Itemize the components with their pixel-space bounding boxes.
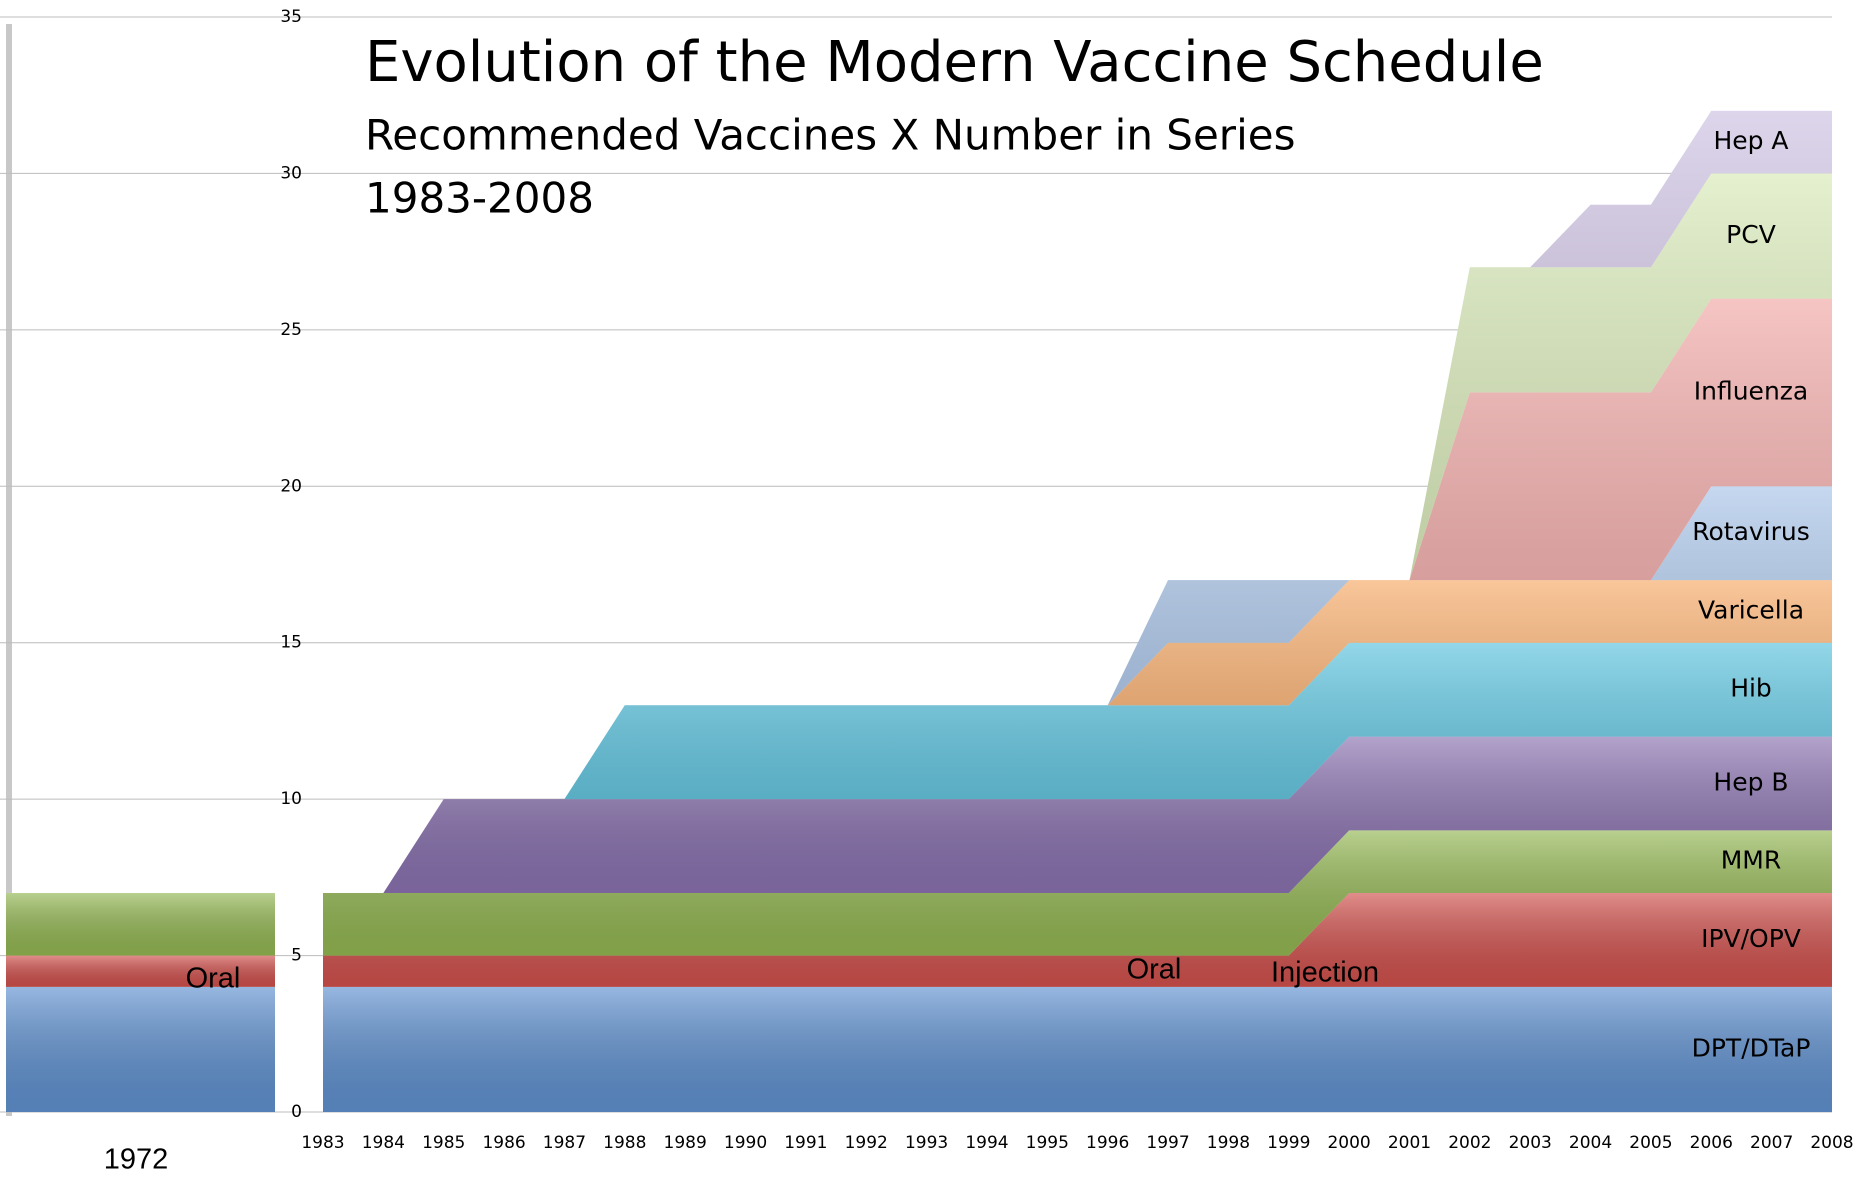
x-tick-label: 2002: [1448, 1133, 1491, 1153]
x-tick-label: 1972: [104, 1144, 169, 1176]
series-label: Varicella: [1698, 595, 1804, 624]
x-tick-label: 2000: [1327, 1133, 1370, 1153]
series-label: PCV: [1726, 220, 1776, 249]
x-tick-label: 2003: [1509, 1133, 1552, 1153]
series-label: IPV/OPV: [1701, 924, 1801, 953]
y-tick-label: 15: [280, 633, 302, 653]
y-tick-label: 10: [280, 789, 302, 809]
column-shade: [6, 986, 275, 1112]
area-shade: [323, 642, 1832, 893]
x-tick-label: 2004: [1569, 1133, 1612, 1153]
x-tick-label: 1988: [603, 1133, 646, 1153]
y-tick-label: 5: [291, 946, 302, 966]
area-shade: [323, 736, 1832, 893]
area-shade: [323, 893, 1832, 987]
x-tick-label: 1995: [1026, 1133, 1069, 1153]
series-label: DPT/DTaP: [1692, 1033, 1811, 1062]
x-tick-label: 1985: [422, 1133, 465, 1153]
inset-axis: [6, 24, 12, 1116]
column-shade: [6, 893, 275, 956]
x-tick-label: 2001: [1388, 1133, 1431, 1153]
area-shade: [323, 173, 1832, 893]
series-label: Hep A: [1713, 126, 1788, 155]
series-label: Hep B: [1713, 768, 1788, 797]
annotation: Oral: [1127, 954, 1182, 986]
x-tick-label: 1990: [724, 1133, 767, 1153]
y-tick-label: 30: [280, 163, 302, 183]
series-label: Influenza: [1694, 376, 1808, 405]
series-label: Rotavirus: [1692, 517, 1810, 546]
x-tick-label: 2007: [1750, 1133, 1793, 1153]
x-tick-label: 1992: [845, 1133, 888, 1153]
annotation: Injection: [1271, 957, 1379, 989]
column-shade: [6, 955, 275, 987]
x-tick-label: 2006: [1690, 1133, 1733, 1153]
area-shade: [323, 986, 1832, 1112]
chart-subtitle: 1983-2008: [365, 174, 594, 223]
area-shade: [323, 580, 1832, 893]
series-label: Hib: [1730, 674, 1772, 703]
x-tick-label: 1983: [301, 1133, 344, 1153]
x-tick-label: 2005: [1629, 1133, 1672, 1153]
x-tick-label: 1991: [784, 1133, 827, 1153]
y-tick-label: 35: [280, 7, 302, 27]
x-tick-label: 1998: [1207, 1133, 1250, 1153]
area-shade: [323, 298, 1832, 894]
y-tick-label: 0: [291, 1102, 302, 1122]
x-tick-label: 1989: [664, 1133, 707, 1153]
x-tick-label: 1993: [905, 1133, 948, 1153]
x-tick-label: 2008: [1810, 1133, 1853, 1153]
x-tick-label: 1997: [1146, 1133, 1189, 1153]
y-tick-label: 25: [280, 320, 302, 340]
y-tick-label: 20: [280, 476, 302, 496]
series-label: MMR: [1721, 846, 1782, 875]
chart-subtitle: Recommended Vaccines X Number in Series: [365, 111, 1295, 160]
x-tick-label: 1986: [482, 1133, 525, 1153]
x-tick-label: 1996: [1086, 1133, 1129, 1153]
x-tick-label: 1999: [1267, 1133, 1310, 1153]
area-shade: [323, 110, 1832, 894]
x-tick-label: 1994: [965, 1133, 1008, 1153]
chart-title: Evolution of the Modern Vaccine Schedule: [365, 30, 1544, 95]
x-tick-label: 1987: [543, 1133, 586, 1153]
annotation: Oral: [186, 963, 241, 995]
x-tick-label: 1984: [362, 1133, 405, 1153]
